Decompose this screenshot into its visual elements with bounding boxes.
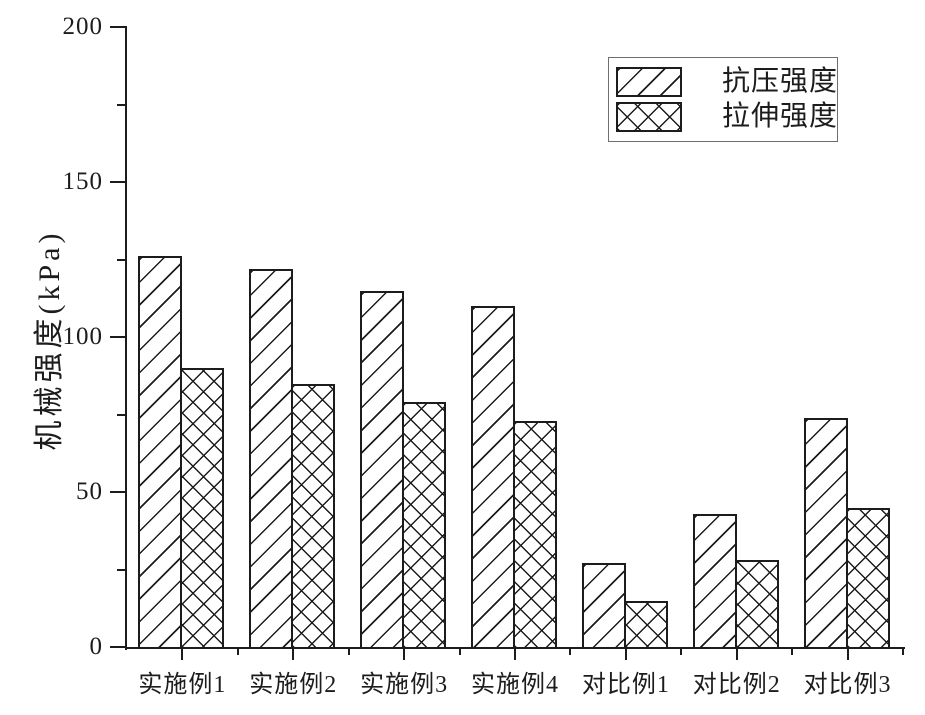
y-tick-label: 0 — [89, 633, 103, 660]
bar-拉伸强度-对比例2 — [734, 560, 779, 647]
cross-hatch-swatch — [616, 102, 682, 132]
y-major-tick — [110, 181, 125, 183]
y-major-tick — [110, 336, 125, 338]
y-major-tick — [110, 646, 125, 648]
diagonal-hatch-swatch — [616, 67, 682, 97]
bar-抗压强度-对比例3 — [803, 417, 848, 647]
x-category-label: 实施例3 — [360, 672, 449, 698]
bar-拉伸强度-实施例4 — [513, 420, 557, 647]
bar-拉伸强度-对比例3 — [845, 507, 890, 647]
x-minor-tick — [569, 649, 572, 655]
x-minor-tick — [902, 649, 904, 655]
x-major-tick — [514, 649, 516, 660]
legend-item-compressive: 抗压强度 — [616, 66, 837, 98]
bar-抗压强度-对比例2 — [692, 513, 737, 647]
legend: 抗压强度 拉伸强度 — [608, 57, 838, 142]
x-major-tick — [735, 649, 738, 660]
y-tick-label: 200 — [62, 13, 103, 40]
y-tick-label: 150 — [62, 168, 103, 195]
bar-拉伸强度-实施例2 — [291, 383, 336, 647]
legend-label-compressive: 抗压强度 — [722, 66, 839, 97]
y-major-tick — [110, 491, 125, 493]
x-category-label: 实施例2 — [249, 672, 338, 698]
plot-area: 0 50 100 150 200 实施例1 实施例2 实施例3 实施例4 对比例1 对比例2 对比例3 — [63, 13, 905, 698]
legend-label-tensile: 拉伸强度 — [722, 101, 839, 132]
bar-抗压强度-对比例1 — [581, 563, 626, 647]
x-category-label: 实施例1 — [138, 672, 227, 698]
x-minor-tick — [236, 649, 239, 655]
x-major-tick — [181, 649, 184, 660]
y-major-tick — [110, 26, 125, 28]
y-minor-tick — [117, 258, 125, 261]
y-tick-label: 50 — [76, 478, 103, 505]
y-minor-tick — [117, 568, 125, 571]
bar-拉伸强度-对比例1 — [623, 600, 668, 647]
bar-拉伸强度-实施例1 — [180, 368, 225, 647]
x-minor-tick — [347, 649, 350, 655]
bar-拉伸强度-实施例3 — [402, 402, 447, 647]
x-minor-tick — [458, 649, 461, 655]
bar-抗压强度-实施例4 — [471, 306, 515, 647]
x-major-tick — [846, 649, 849, 660]
y-axis-line — [125, 26, 127, 650]
x-axis-line — [125, 647, 905, 649]
y-minor-tick — [117, 413, 125, 416]
x-category-label: 对比例3 — [803, 672, 892, 698]
bar-抗压强度-实施例3 — [360, 290, 405, 647]
x-major-tick — [403, 649, 406, 660]
x-major-tick — [624, 649, 627, 660]
bar-抗压强度-实施例1 — [138, 256, 183, 647]
bar-抗压强度-实施例2 — [249, 268, 294, 647]
x-category-label: 对比例2 — [692, 672, 781, 698]
x-minor-tick — [680, 649, 683, 655]
x-minor-tick — [791, 649, 794, 655]
y-minor-tick — [117, 103, 125, 106]
x-category-label: 实施例4 — [471, 672, 559, 698]
x-major-tick — [292, 649, 295, 660]
legend-item-tensile: 拉伸强度 — [616, 101, 837, 133]
y-tick-label: 100 — [62, 323, 103, 350]
x-category-label: 对比例1 — [581, 672, 670, 698]
